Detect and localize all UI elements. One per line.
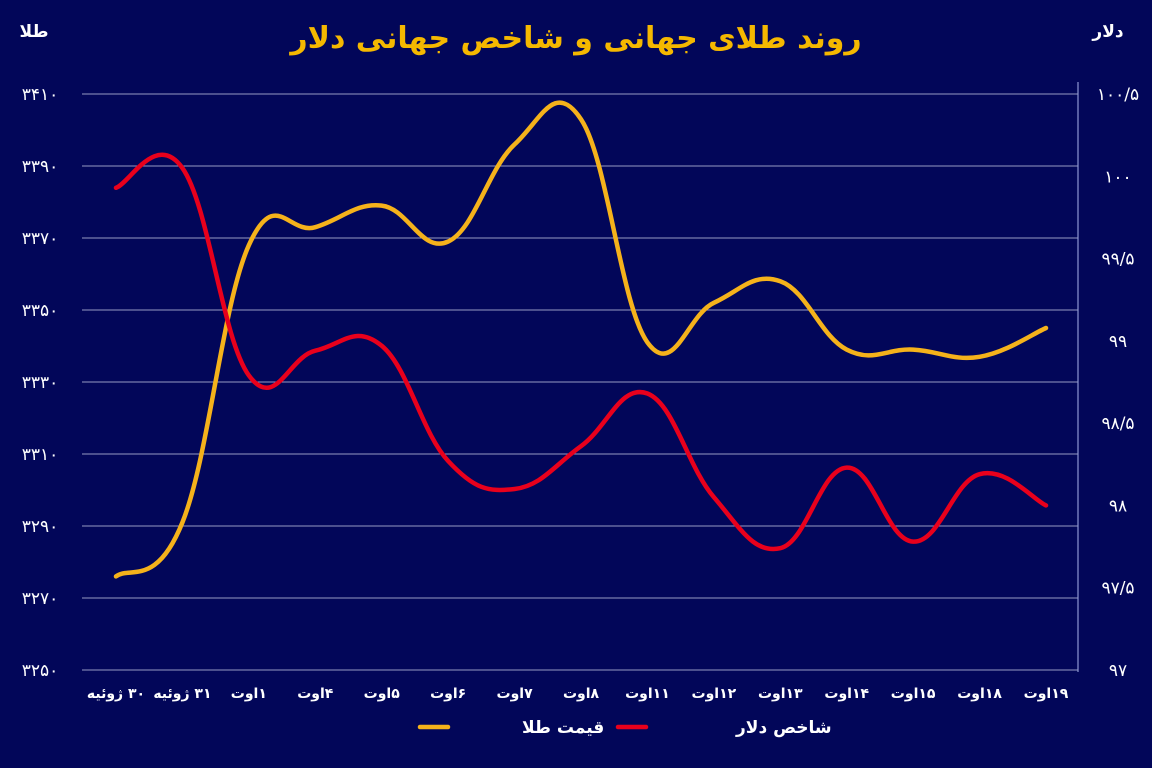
right-tick-label: ۱۰۰/۵ bbox=[1097, 85, 1139, 105]
right-axis-label: دلار bbox=[1091, 22, 1123, 42]
left-tick-label: ۳۳۳۰ bbox=[22, 373, 59, 393]
x-tick-label: ۵اوت bbox=[364, 686, 401, 702]
left-tick-label: ۳۲۷۰ bbox=[22, 589, 59, 609]
right-tick-label: ۹۸ bbox=[1109, 496, 1127, 516]
right-axis-ticks: ۱۰۰/۵ ۱۰۰ ۹۹/۵ ۹۹ ۹۸/۵ ۹۸ ۹۷/۵ ۹۷ bbox=[1097, 85, 1139, 681]
x-tick-label: ۱۵اوت bbox=[891, 686, 936, 702]
right-tick-label: ۹۹/۵ bbox=[1101, 250, 1134, 270]
right-tick-label: ۱۰۰ bbox=[1104, 167, 1131, 187]
x-tick-label: ۴اوت bbox=[297, 686, 334, 702]
left-tick-label: ۳۲۹۰ bbox=[22, 517, 59, 537]
left-tick-label: ۳۳۹۰ bbox=[22, 157, 59, 177]
dollar-index-line bbox=[113, 152, 1049, 552]
left-axis-label: طلا bbox=[20, 22, 49, 42]
right-tick-label: ۹۹ bbox=[1109, 332, 1127, 352]
x-tick-label: ۱۱اوت bbox=[625, 686, 670, 702]
x-tick-label: ۳۱ ژوئیه bbox=[153, 686, 211, 702]
x-tick-label: ۱اوت bbox=[231, 686, 267, 702]
x-tick-label: ۸اوت bbox=[563, 686, 600, 702]
left-tick-label: ۳۳۷۰ bbox=[22, 229, 59, 249]
x-axis-labels: ۳۰ ژوئیه ۳۱ ژوئیه ۱اوت ۴اوت ۵اوت ۶اوت ۷اوت ۸اوت… bbox=[87, 686, 1069, 702]
x-tick-label: ۷اوت bbox=[497, 686, 534, 702]
legend: قیمت طلا شاخص دلار bbox=[417, 718, 832, 738]
x-tick-label: ۱۸اوت bbox=[957, 686, 1002, 702]
left-tick-label: ۳۴۱۰ bbox=[22, 85, 59, 105]
legend-label-dollar: شاخص دلار bbox=[735, 718, 832, 738]
left-axis-ticks: ۳۴۱۰ ۳۳۹۰ ۳۳۷۰ ۳۳۵۰ ۳۳۳۰ ۳۳۱۰ ۳۲۹۰ ۳۲۷۰ ۳۲۵۰ bbox=[22, 85, 59, 681]
x-tick-label: ۶اوت bbox=[430, 686, 466, 702]
right-tick-label: ۹۷/۵ bbox=[1101, 579, 1134, 599]
left-tick-label: ۳۳۵۰ bbox=[22, 301, 59, 321]
x-tick-label: ۱۲اوت bbox=[692, 686, 737, 702]
left-tick-label: ۳۲۵۰ bbox=[22, 661, 59, 681]
right-tick-label: ۹۷ bbox=[1109, 661, 1127, 681]
x-tick-label: ۱۳اوت bbox=[758, 686, 803, 702]
right-tick-label: ۹۸/۵ bbox=[1101, 414, 1134, 434]
x-tick-label: ۱۴اوت bbox=[824, 686, 869, 702]
legend-label-gold: قیمت طلا bbox=[522, 718, 604, 738]
gold-price-line bbox=[113, 100, 1049, 579]
gridlines bbox=[82, 93, 1078, 671]
left-tick-label: ۳۳۱۰ bbox=[22, 445, 59, 465]
chart-title: روند طلای جهانی و شاخص جهانی دلار bbox=[288, 21, 861, 56]
x-tick-label: ۱۹اوت bbox=[1024, 686, 1069, 702]
x-tick-label: ۳۰ ژوئیه bbox=[87, 686, 145, 702]
series-lines bbox=[113, 100, 1049, 579]
